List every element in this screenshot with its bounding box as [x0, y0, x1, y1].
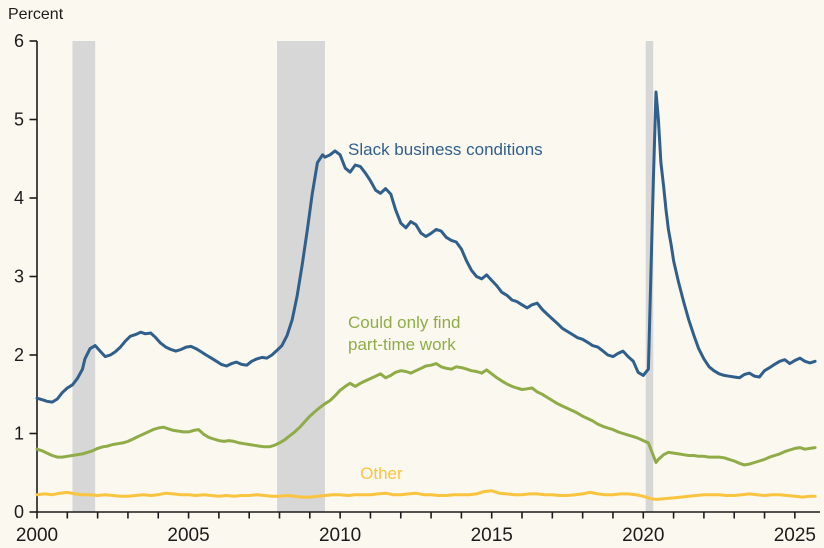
x-tick-label: 2025: [774, 525, 816, 546]
x-tick-label: 2020: [622, 525, 664, 546]
series-label-slack-business-conditions: Slack business conditions: [348, 140, 543, 160]
y-tick-label: 1: [14, 424, 24, 444]
x-tick-label: 2010: [319, 525, 361, 546]
series-line-could-only-find-part-time-work: [35, 362, 817, 467]
x-tick-label: 2005: [167, 525, 209, 546]
y-tick-label: 5: [14, 110, 24, 130]
y-axis-unit-label: Percent: [8, 6, 64, 23]
series-label-other: Other: [360, 464, 403, 484]
y-tick-label: 2: [14, 345, 24, 365]
series-line-other: [35, 489, 817, 501]
x-tick-label: 2015: [471, 525, 513, 546]
y-tick-label: 0: [14, 502, 24, 522]
y-tick-label: 4: [14, 188, 24, 208]
x-tick-label: 2000: [16, 525, 58, 546]
series-line-slack-business-conditions: [35, 90, 817, 404]
y-tick-label: 3: [14, 267, 24, 287]
recession-band: [72, 41, 96, 512]
y-tick-label: 6: [14, 31, 24, 51]
series-label-could-only-find-part-time-work: Could only find part-time work: [348, 312, 461, 354]
